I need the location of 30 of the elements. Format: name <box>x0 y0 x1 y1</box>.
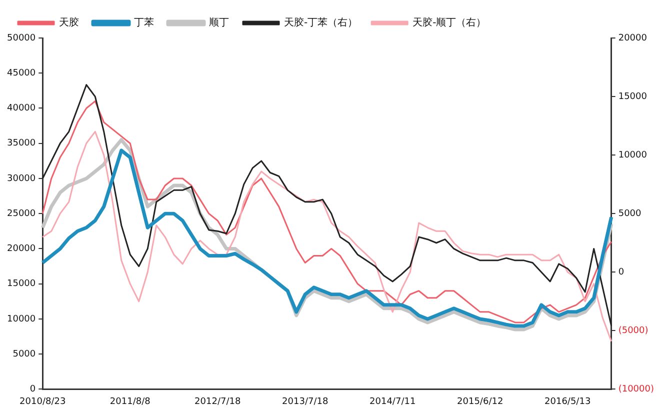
legend-label: 丁苯 <box>134 16 154 29</box>
legend-label: 天胶-丁苯（右） <box>284 16 358 29</box>
y-tick-label: 30000 <box>6 174 36 184</box>
x-tick-label: 2012/7/18 <box>194 396 241 407</box>
y-tick-label: 0 <box>30 384 36 395</box>
x-tick-label: 2014/7/11 <box>370 396 416 407</box>
legend-label: 天胶 <box>59 16 79 29</box>
y-tick-label: 20000 <box>6 244 36 254</box>
x-tick-label: 2016/5/13 <box>544 396 591 407</box>
y2-tick-label: 0 <box>618 267 624 278</box>
y-tick-label: 45000 <box>6 68 36 78</box>
y-tick-label: 50000 <box>6 33 36 44</box>
y2-tick-label: (10000) <box>618 384 654 395</box>
y-tick-label: 25000 <box>6 208 36 219</box>
y-tick-label: 15000 <box>6 279 36 290</box>
y-tick-label: 35000 <box>6 138 36 149</box>
x-tick-label: 2011/8/8 <box>110 396 151 407</box>
x-tick-label: 2010/8/23 <box>20 396 66 407</box>
legend-label: 顺丁 <box>209 18 229 29</box>
y-tick-label: 5000 <box>12 349 36 360</box>
x-tick-label: 2013/7/18 <box>282 396 328 407</box>
y2-tick-label: 10000 <box>618 150 648 160</box>
y-tick-label: 40000 <box>6 104 36 114</box>
x-tick-label: 2015/6/12 <box>457 396 504 407</box>
y2-tick-label: 5000 <box>618 208 642 219</box>
y-tick-label: 10000 <box>6 314 36 324</box>
y2-tick-label: 15000 <box>618 92 648 102</box>
legend-label: 天胶-顺丁（右） <box>412 16 486 29</box>
y2-tick-label: 20000 <box>618 33 648 44</box>
y2-tick-label: (5000) <box>618 326 648 336</box>
